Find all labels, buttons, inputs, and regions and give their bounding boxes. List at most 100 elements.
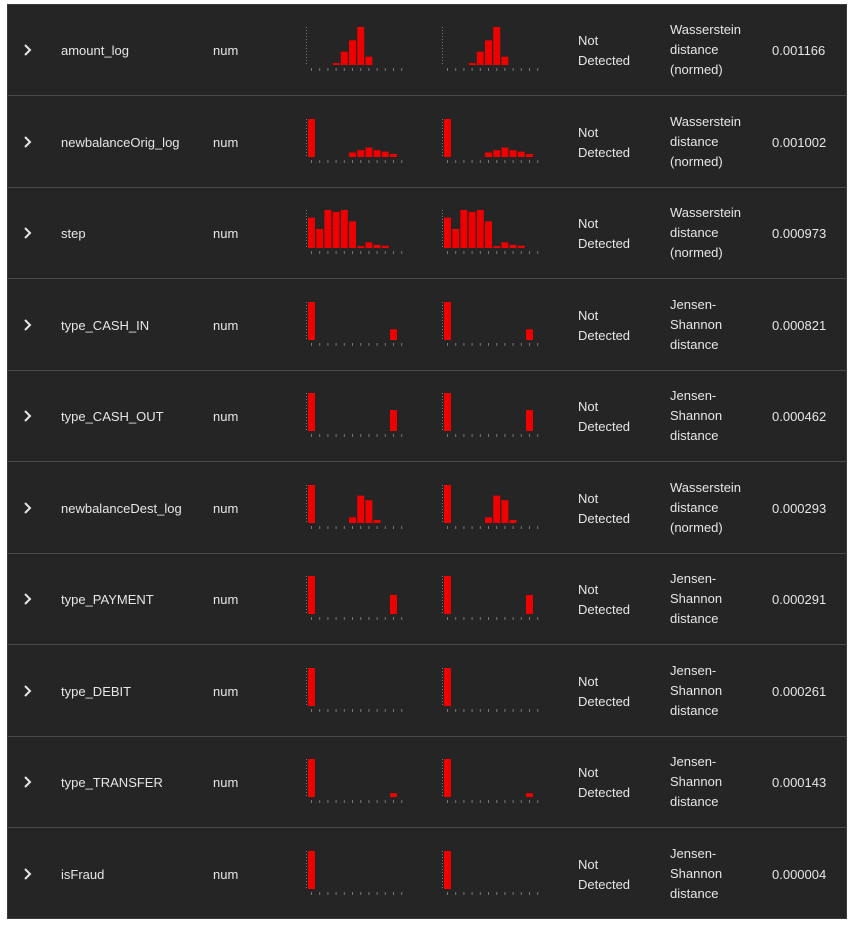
hist-bar xyxy=(444,484,451,523)
hist-bar xyxy=(517,151,525,157)
hist-tick xyxy=(327,342,329,346)
hist-bar xyxy=(373,244,381,248)
current-histogram xyxy=(440,208,544,258)
hist-tick xyxy=(352,342,353,346)
drift-status: Not Detected xyxy=(578,765,631,800)
hist-tick xyxy=(537,434,539,437)
hist-tick xyxy=(488,68,489,71)
hist-tick xyxy=(463,708,465,712)
stat-test-method: Wasserstein distance (normed) xyxy=(670,479,742,535)
hist-tick xyxy=(311,525,312,529)
hist-tick xyxy=(520,891,522,895)
hist-bar xyxy=(501,147,509,157)
hist-tick xyxy=(479,68,481,71)
feature-type: num xyxy=(213,317,239,333)
hist-tick xyxy=(447,525,448,529)
table-row[interactable]: type_PAYMENT num Not Detected Jensen- Sh… xyxy=(8,554,846,645)
hist-tick xyxy=(335,251,337,254)
hist-tick xyxy=(504,342,506,346)
hist-tick xyxy=(496,891,498,895)
table-row[interactable]: isFraud num Not Detected Jensen- Shannon… xyxy=(8,829,846,920)
chevron-right-icon[interactable] xyxy=(22,501,34,515)
hist-tick xyxy=(393,891,394,895)
hist-tick xyxy=(496,342,498,346)
hist-bar xyxy=(332,211,340,248)
hist-tick xyxy=(463,342,465,346)
hist-tick xyxy=(376,68,378,71)
hist-bar xyxy=(365,242,373,248)
hist-tick xyxy=(384,800,386,803)
hist-tick xyxy=(479,434,481,437)
hist-tick xyxy=(463,68,465,71)
hist-tick xyxy=(343,68,345,71)
hist-tick xyxy=(401,800,403,803)
hist-tick xyxy=(479,342,481,346)
current-histogram-svg xyxy=(442,576,539,620)
current-histogram-svg xyxy=(442,850,539,895)
hist-tick xyxy=(520,342,522,346)
hist-tick xyxy=(504,891,506,895)
hist-tick xyxy=(401,342,403,346)
table-row[interactable]: amount_log num Not Detected Wasserstein … xyxy=(8,5,846,96)
drift-score: 0.000821 xyxy=(772,317,827,333)
hist-tick xyxy=(368,251,370,254)
hist-tick xyxy=(529,68,530,71)
reference-histogram xyxy=(304,849,408,899)
hist-tick xyxy=(393,434,394,437)
hist-tick xyxy=(488,525,489,529)
table-row[interactable]: type_CASH_IN num Not Detected Jensen- Sh… xyxy=(8,280,846,371)
table-row[interactable]: newbalanceOrig_log num Not Detected Wass… xyxy=(8,97,846,188)
hist-tick xyxy=(479,708,481,712)
hist-tick xyxy=(455,342,457,346)
hist-tick xyxy=(376,525,378,529)
hist-tick xyxy=(368,617,370,620)
hist-tick xyxy=(360,159,362,163)
hist-tick xyxy=(360,68,362,71)
chevron-right-icon[interactable] xyxy=(22,318,34,332)
hist-tick xyxy=(504,525,506,529)
hist-tick xyxy=(327,891,329,895)
hist-bar xyxy=(316,229,324,248)
hist-tick xyxy=(319,708,321,712)
hist-tick xyxy=(319,800,321,803)
hist-tick xyxy=(455,434,457,437)
hist-tick xyxy=(471,891,473,895)
hist-bar xyxy=(493,246,501,248)
drift-status: Not Detected xyxy=(578,33,631,68)
hist-tick xyxy=(455,525,457,529)
hist-bar xyxy=(390,793,397,797)
table-row[interactable]: type_DEBIT num Not Detected Jensen- Shan… xyxy=(8,646,846,737)
hist-tick xyxy=(368,159,370,163)
hist-tick xyxy=(463,800,465,803)
chevron-right-icon[interactable] xyxy=(22,226,34,240)
current-histogram xyxy=(440,391,544,441)
table-row[interactable]: newbalanceDest_log num Not Detected Wass… xyxy=(8,463,846,554)
table-row[interactable]: step num Not Detected Wasserstein distan… xyxy=(8,188,846,279)
hist-tick xyxy=(368,525,370,529)
hist-tick xyxy=(455,251,457,254)
hist-tick xyxy=(393,800,394,803)
feature-type: num xyxy=(213,775,239,790)
hist-bar xyxy=(526,328,533,340)
chevron-right-icon[interactable] xyxy=(22,135,34,149)
hist-bar xyxy=(381,245,389,248)
chevron-right-icon[interactable] xyxy=(22,43,34,57)
hist-tick xyxy=(455,617,457,620)
hist-tick xyxy=(520,251,522,254)
reference-histogram xyxy=(304,208,408,258)
chevron-right-icon[interactable] xyxy=(22,409,34,423)
hist-tick xyxy=(537,525,539,529)
hist-tick xyxy=(352,68,353,71)
table-row[interactable]: type_CASH_OUT num Not Detected Jensen- S… xyxy=(8,371,846,462)
hist-bar xyxy=(476,51,484,65)
hist-tick xyxy=(319,434,321,437)
hist-tick xyxy=(537,708,539,712)
hist-tick xyxy=(504,617,506,620)
table-row[interactable]: type_TRANSFER num Not Detected Jensen- S… xyxy=(8,737,846,828)
chevron-right-icon[interactable] xyxy=(22,592,34,606)
chevron-right-icon[interactable] xyxy=(22,867,34,881)
stat-test-method: Jensen- Shannon distance xyxy=(670,571,723,626)
chevron-right-icon[interactable] xyxy=(22,775,34,789)
chevron-right-icon[interactable] xyxy=(22,684,34,698)
hist-tick xyxy=(327,617,329,620)
